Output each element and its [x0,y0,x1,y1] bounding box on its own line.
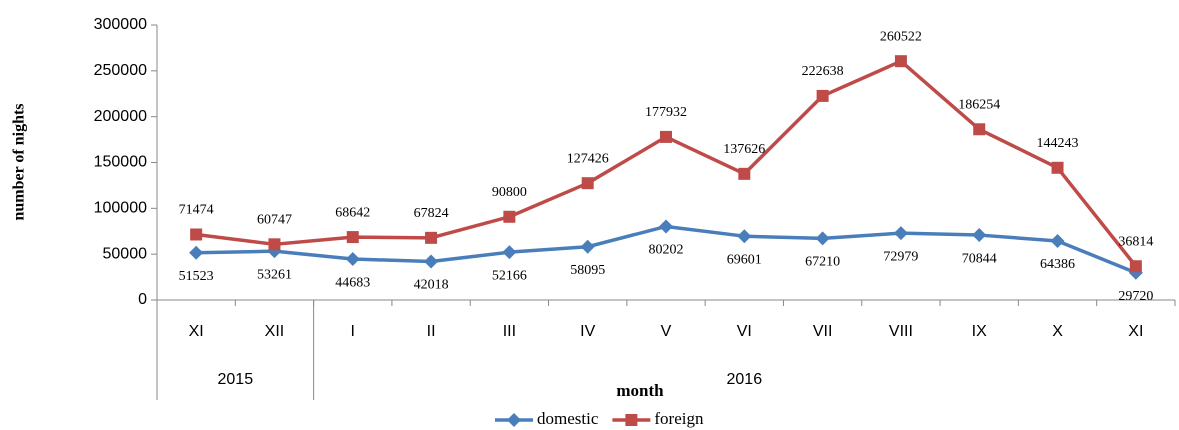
data-label: 51523 [179,269,214,284]
y-tick-label: 50000 [103,245,148,262]
y-tick-label: 200000 [94,108,147,125]
y-tick-label: 300000 [94,16,147,33]
x-tick-label: V [661,323,672,340]
legend-label: domestic [537,409,599,428]
data-label: 42018 [414,278,449,293]
point [894,55,907,68]
data-label: 53261 [257,267,292,282]
data-label: 72979 [883,249,918,264]
x-axis-label: month [616,381,664,400]
data-label: 70844 [962,251,997,266]
y-axis-label: number of nights [11,103,28,220]
point [425,231,438,244]
point [659,219,673,234]
data-label: 58095 [570,263,605,278]
point [580,239,595,254]
x-tick-label: VII [813,323,833,340]
data-label: 52166 [492,268,527,283]
data-label: 60747 [257,213,292,228]
x-tick-label: III [503,323,516,340]
data-label: 67210 [805,255,840,270]
group-label: 2015 [218,371,254,388]
data-label: 68642 [335,205,370,220]
point [815,231,830,246]
x-tick-label: VI [737,323,752,340]
point [1050,233,1065,248]
y-tick-label: 150000 [94,154,147,171]
x-tick-label: IV [580,323,595,340]
data-label: 64386 [1040,257,1075,272]
point [1051,161,1064,174]
data-label: 127426 [567,151,609,166]
y-tick-label: 0 [138,291,147,308]
data-label: 29720 [1118,289,1153,304]
y-tick-label: 100000 [94,200,147,217]
point [503,210,516,223]
point [345,252,360,267]
point [660,130,672,143]
x-tick-label: VIII [889,323,913,340]
point [424,254,439,269]
x-tick-label: XI [189,323,204,340]
data-label: 260522 [880,29,922,44]
point [816,89,829,102]
point [973,123,986,136]
point [737,229,752,244]
group-label: 2016 [727,371,763,388]
x-tick-label: X [1052,323,1063,340]
data-label: 69601 [727,252,762,267]
point [893,226,908,241]
point [1129,260,1142,273]
data-label: 177932 [645,105,687,120]
data-label: 222638 [802,64,844,79]
data-label: 144243 [1037,136,1079,151]
x-tick-label: XII [265,323,285,340]
data-label: 186254 [958,97,1000,112]
point [189,245,204,260]
data-label: 44683 [335,275,370,290]
x-tick-label: I [351,323,355,340]
legend-label: foreign [654,409,704,428]
point [581,177,594,190]
point [972,228,987,243]
point [268,238,281,251]
data-label: 36814 [1118,234,1153,249]
x-tick-label: II [427,323,436,340]
data-label: 137626 [723,142,765,157]
legend-marker [507,413,521,427]
data-label: 90800 [492,185,527,200]
data-label: 80202 [649,243,684,258]
point [346,231,359,244]
x-tick-label: IX [972,323,987,340]
x-tick-label: XI [1128,323,1143,340]
point [738,167,751,180]
data-label: 71474 [179,203,214,218]
data-label: 67824 [414,206,449,221]
y-tick-label: 250000 [94,62,147,79]
point [190,228,203,241]
point [502,245,517,260]
legend-marker [625,414,638,426]
